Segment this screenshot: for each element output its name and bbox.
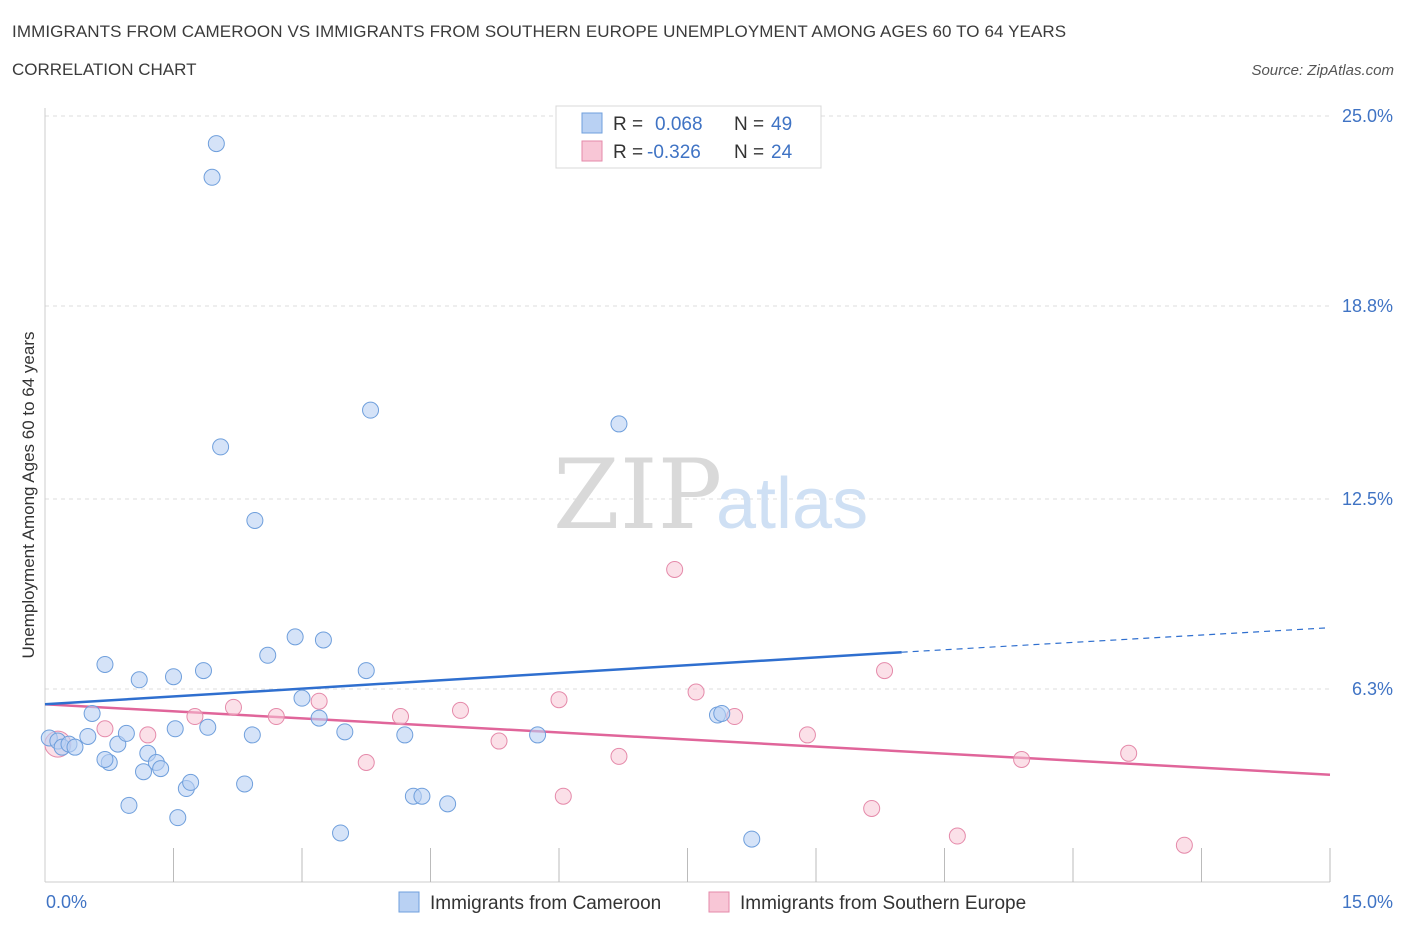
watermark: ZIP atlas bbox=[553, 439, 868, 551]
legend-n-value-cameroon: 49 bbox=[771, 114, 792, 135]
data-point-cameroon bbox=[236, 775, 254, 793]
data-point-southern-europe bbox=[267, 708, 285, 726]
data-point-cameroon bbox=[169, 809, 187, 827]
data-point-southern-europe bbox=[666, 560, 684, 578]
data-point-southern-europe bbox=[451, 701, 469, 719]
legend-swatch-cameroon bbox=[581, 112, 603, 134]
data-point-cameroon bbox=[203, 168, 221, 186]
data-point-southern-europe bbox=[392, 708, 410, 726]
trend-line-southern-europe bbox=[44, 703, 1331, 777]
data-point-cameroon bbox=[152, 760, 170, 778]
y-axis-label: Unemployment Among Ages 60 to 64 years bbox=[19, 332, 38, 659]
data-point-southern-europe bbox=[863, 799, 881, 817]
bottom-legend-swatch-southern-europe bbox=[708, 891, 730, 913]
stats-legend: R = 0.068 N = 49 R = -0.326 N = 24 bbox=[555, 105, 822, 169]
data-point-cameroon bbox=[165, 668, 182, 686]
bottom-legend-label-southern-europe: Immigrants from Southern Europe bbox=[740, 893, 1026, 914]
grid-lines bbox=[45, 115, 1330, 690]
data-point-cameroon bbox=[117, 724, 135, 742]
y-tick-label: 6.3% bbox=[1352, 679, 1393, 699]
data-point-cameroon bbox=[130, 671, 148, 689]
x-tick-label-min: 0.0% bbox=[46, 892, 87, 912]
data-point-cameroon bbox=[743, 830, 761, 848]
data-point-southern-europe bbox=[550, 691, 568, 709]
cameroon-points bbox=[40, 135, 761, 848]
trend-line-cameroon bbox=[44, 650, 902, 706]
data-point-southern-europe bbox=[96, 720, 114, 738]
legend-r-value-cameroon: 0.068 bbox=[655, 114, 703, 135]
legend-n-label-southern-europe: N = bbox=[734, 142, 764, 163]
data-point-southern-europe bbox=[554, 787, 572, 805]
y-axis-tick-labels: 6.3% 12.5% 18.8% 25.0% bbox=[1342, 106, 1393, 699]
data-point-southern-europe bbox=[310, 692, 328, 710]
data-point-cameroon bbox=[135, 763, 153, 781]
southern-europe-points bbox=[44, 560, 1193, 854]
data-point-cameroon bbox=[286, 628, 304, 646]
bottom-legend-swatch-cameroon bbox=[398, 891, 420, 913]
data-point-cameroon bbox=[246, 511, 264, 529]
data-point-southern-europe bbox=[1175, 836, 1193, 854]
data-point-cameroon bbox=[310, 709, 328, 727]
data-point-cameroon bbox=[79, 727, 97, 745]
data-point-cameroon bbox=[439, 795, 457, 813]
data-point-southern-europe bbox=[357, 754, 375, 772]
data-point-cameroon bbox=[96, 750, 114, 768]
data-point-cameroon bbox=[396, 726, 414, 744]
data-point-southern-europe bbox=[798, 726, 816, 744]
trend-lines bbox=[44, 627, 1331, 777]
data-point-cameroon bbox=[529, 726, 547, 744]
x-axis-ticks bbox=[173, 848, 1331, 882]
data-point-southern-europe bbox=[139, 726, 157, 744]
legend-swatch-southern-europe bbox=[581, 140, 603, 162]
data-point-cameroon bbox=[243, 726, 261, 744]
data-point-southern-europe bbox=[610, 747, 628, 765]
y-tick-label: 12.5% bbox=[1342, 489, 1393, 509]
bottom-legend-label-cameroon: Immigrants from Cameroon bbox=[430, 893, 661, 914]
legend-n-label-cameroon: N = bbox=[734, 114, 764, 135]
data-point-cameroon bbox=[166, 720, 184, 738]
data-point-southern-europe bbox=[876, 662, 894, 680]
data-point-cameroon bbox=[314, 631, 332, 649]
data-point-southern-europe bbox=[224, 698, 242, 716]
x-tick-label-max: 15.0% bbox=[1342, 892, 1393, 912]
data-point-cameroon bbox=[336, 723, 354, 741]
y-tick-label: 18.8% bbox=[1342, 296, 1393, 316]
trend-line-cameroon-extension bbox=[901, 627, 1331, 653]
data-point-southern-europe bbox=[687, 683, 705, 701]
data-point-cameroon bbox=[199, 718, 217, 736]
data-point-cameroon bbox=[332, 824, 350, 842]
legend-r-label-southern-europe: R = bbox=[613, 142, 643, 163]
data-point-southern-europe bbox=[490, 732, 508, 750]
bottom-legend: Immigrants from Cameroon Immigrants from… bbox=[398, 891, 1026, 914]
watermark-atlas: atlas bbox=[716, 464, 868, 544]
data-point-cameroon bbox=[83, 704, 101, 722]
data-point-cameroon bbox=[610, 415, 628, 433]
legend-r-value-southern-europe: -0.326 bbox=[647, 142, 701, 163]
data-point-southern-europe bbox=[1013, 750, 1031, 768]
watermark-zip: ZIP bbox=[553, 439, 722, 551]
data-point-cameroon bbox=[413, 787, 431, 805]
data-point-cameroon bbox=[357, 662, 375, 680]
data-point-southern-europe bbox=[186, 708, 204, 726]
chart-title: IMMIGRANTS FROM CAMEROON VS IMMIGRANTS F… bbox=[12, 22, 1067, 41]
data-point-cameroon bbox=[362, 401, 380, 419]
legend-r-label-cameroon: R = bbox=[613, 114, 643, 135]
data-point-cameroon bbox=[207, 135, 225, 153]
y-tick-label: 25.0% bbox=[1342, 106, 1393, 126]
source-credit: Source: ZipAtlas.com bbox=[1251, 62, 1394, 79]
data-point-southern-europe bbox=[948, 827, 966, 845]
data-point-cameroon bbox=[212, 438, 230, 456]
data-point-cameroon bbox=[66, 738, 84, 756]
data-point-cameroon bbox=[96, 655, 114, 673]
chart-subtitle: CORRELATION CHART bbox=[12, 60, 197, 79]
legend-n-value-southern-europe: 24 bbox=[771, 142, 793, 163]
data-point-cameroon bbox=[713, 704, 731, 722]
data-point-cameroon bbox=[120, 796, 138, 814]
data-point-cameroon bbox=[182, 773, 200, 791]
data-point-southern-europe bbox=[1120, 744, 1138, 762]
data-point-cameroon bbox=[293, 689, 311, 707]
data-point-cameroon bbox=[259, 646, 277, 664]
data-point-cameroon bbox=[194, 662, 212, 680]
